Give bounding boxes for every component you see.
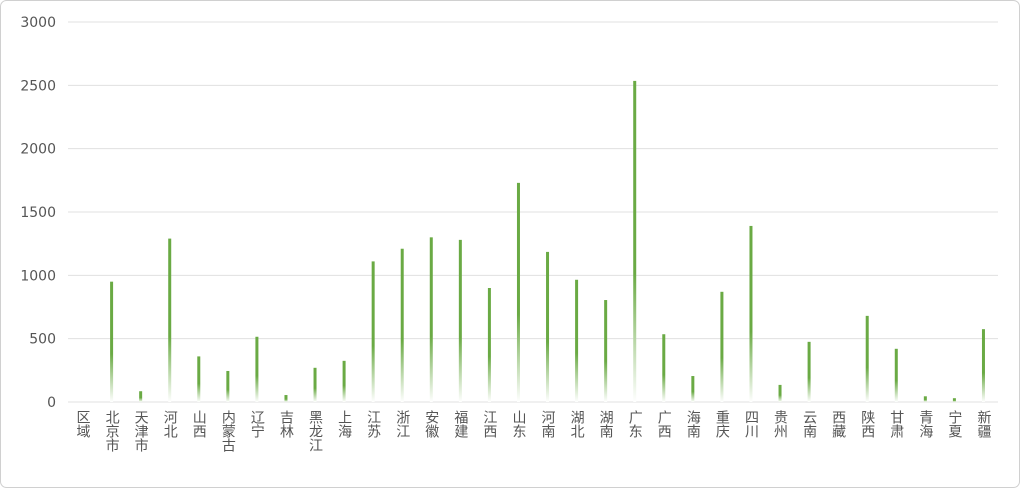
y-tick-label: 2500: [20, 78, 56, 94]
x-tick-label: 区域: [75, 410, 91, 438]
bar: [284, 395, 288, 402]
bar: [342, 360, 346, 402]
x-tick-label: 甘肃: [888, 410, 904, 438]
y-tick-label: 1500: [20, 205, 56, 221]
bar: [255, 336, 259, 402]
bar: [168, 238, 172, 402]
y-tick-label: 0: [47, 395, 56, 411]
x-tick-label: 宁夏: [946, 409, 962, 438]
bar: [400, 248, 404, 402]
bar: [604, 300, 608, 402]
bar: [952, 398, 956, 402]
bar: [575, 279, 579, 402]
x-tick-label: 云南: [801, 410, 817, 438]
x-tick-label: 广东: [627, 410, 643, 438]
bar: [981, 329, 985, 402]
x-tick-label: 陕西: [859, 410, 875, 438]
x-tick-label: 山西: [191, 410, 207, 438]
bar: [487, 288, 491, 402]
y-tick-label: 1000: [20, 268, 56, 284]
x-tick-label: 安徽: [423, 410, 439, 438]
bar: [546, 251, 550, 402]
x-tick-label: 上海: [336, 410, 352, 438]
bar: [197, 356, 201, 402]
x-tick-label: 湖北: [569, 410, 585, 439]
x-tick-label: 重庆: [714, 410, 730, 438]
bar: [516, 182, 520, 402]
x-tick-label: 河北: [162, 410, 178, 439]
bar: [720, 291, 724, 402]
x-tick-label: 湖南: [598, 410, 614, 438]
x-tick-label: 广西: [656, 410, 672, 438]
bar: [923, 396, 927, 402]
bar: [458, 239, 462, 402]
x-tick-label: 福建: [452, 410, 468, 439]
x-tick-label: 吉林: [278, 410, 294, 438]
bar: [778, 384, 782, 402]
x-tick-label: 河南: [540, 410, 556, 438]
x-tick-label: 内蒙古: [220, 410, 236, 452]
bar: [894, 348, 898, 402]
bar: [633, 80, 637, 403]
bar: [662, 334, 666, 402]
bar: [226, 370, 230, 402]
x-tick-label: 西藏: [830, 410, 846, 438]
bar: [139, 391, 143, 402]
x-tick-label: 山东: [510, 410, 526, 438]
x-tick-label: 四川: [743, 410, 759, 438]
x-tick-label: 天津市: [133, 410, 149, 452]
x-tick-label: 江苏: [365, 410, 381, 439]
y-tick-label: 500: [29, 332, 56, 348]
bar: [429, 237, 433, 402]
x-tick-label: 海南: [685, 410, 701, 438]
x-tick-label: 浙江: [394, 410, 410, 438]
bar: [313, 367, 317, 402]
x-tick-label: 北京市: [104, 410, 120, 452]
x-tick-label: 新疆: [975, 410, 991, 438]
x-tick-label: 青海: [917, 410, 933, 438]
bar: [371, 261, 375, 402]
bar: [691, 376, 695, 402]
x-tick-label: 辽宁: [249, 410, 265, 438]
y-tick-label: 2000: [20, 142, 56, 158]
bar: [865, 315, 869, 402]
y-tick-label: 3000: [20, 15, 56, 31]
x-tick-label: 黑龙江: [307, 410, 323, 452]
x-tick-label: 贵州: [772, 410, 788, 438]
bar: [749, 225, 753, 402]
bar: [807, 341, 811, 402]
x-tick-label: 江西: [481, 410, 497, 438]
bar: [110, 281, 114, 402]
